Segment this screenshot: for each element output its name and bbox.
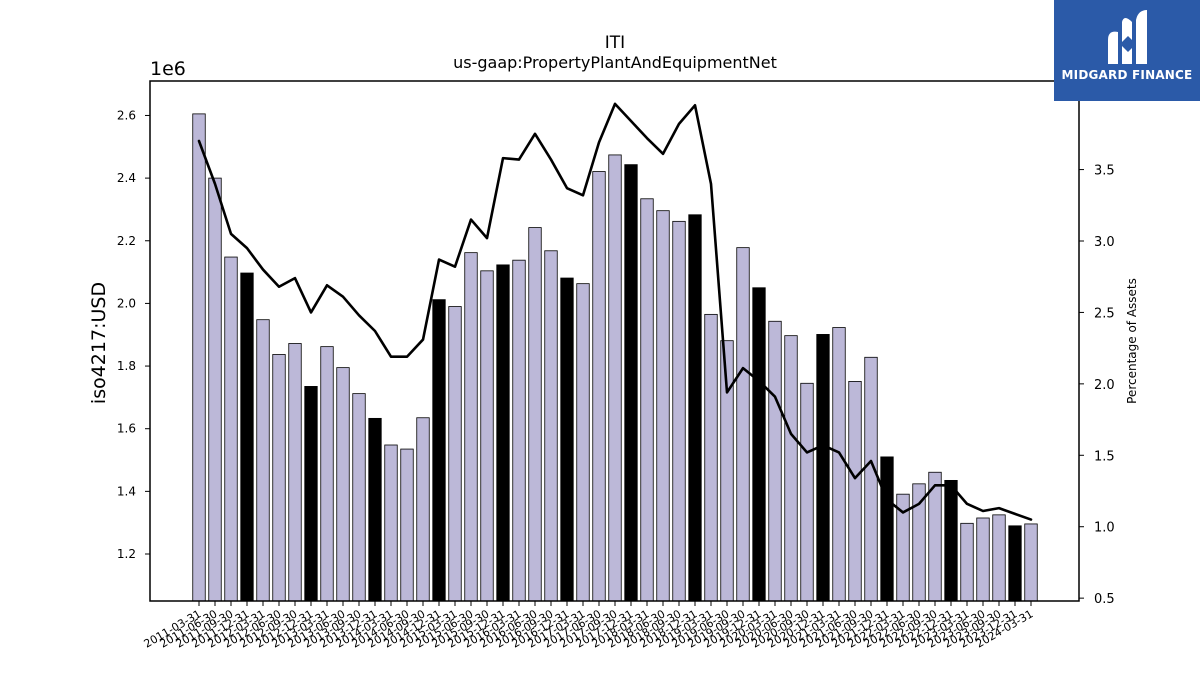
bar	[832, 327, 846, 602]
bar	[656, 210, 670, 602]
y-tick-label: 2.6	[117, 108, 136, 122]
bar	[368, 417, 382, 602]
percentage-line	[197, 102, 1033, 521]
bar	[736, 247, 750, 602]
bar	[848, 381, 862, 602]
chart-title: ITI	[605, 33, 625, 53]
bar	[944, 479, 958, 602]
bar	[816, 334, 830, 602]
bar	[864, 356, 878, 602]
bar	[880, 456, 894, 602]
bar	[640, 198, 654, 602]
bar	[688, 214, 702, 602]
bar	[800, 382, 814, 602]
y-tick-label: 1.6	[117, 422, 136, 436]
y-tick-label: 2.2	[117, 234, 136, 248]
bar	[336, 367, 350, 602]
y2-tick-label: 1.0	[1094, 521, 1115, 536]
bar	[1008, 525, 1022, 602]
bar	[912, 483, 926, 602]
bar	[496, 264, 510, 602]
bar	[704, 313, 718, 602]
bar	[320, 346, 334, 602]
y2-tick-label: 1.5	[1094, 449, 1115, 464]
bar	[416, 417, 430, 602]
bar	[672, 220, 686, 602]
bar	[256, 319, 270, 602]
logo-text: MIDGARD FINANCE	[1061, 68, 1193, 82]
bar	[752, 287, 766, 602]
bar	[480, 270, 494, 602]
bar	[768, 320, 782, 602]
bar	[624, 164, 638, 602]
bar	[432, 299, 446, 602]
bar	[784, 335, 798, 602]
bar	[976, 517, 990, 602]
bar	[544, 250, 558, 602]
y-tick-label: 1.8	[117, 359, 136, 373]
y-axis-label: iso4217:USD	[88, 282, 110, 404]
brand-logo: MIDGARD FINANCE	[1054, 0, 1200, 101]
line-group	[197, 102, 1033, 521]
bar	[400, 448, 414, 602]
bar	[464, 252, 478, 602]
bar	[592, 171, 606, 602]
y2-tick-label: 3.5	[1094, 164, 1115, 179]
bar	[224, 256, 238, 602]
y-tick-label: 1.4	[117, 484, 136, 498]
chart-subtitle: us-gaap:PropertyPlantAndEquipmentNet	[453, 53, 777, 72]
logo-mark-icon	[1108, 10, 1147, 64]
y-offset-label: 1e6	[150, 58, 186, 80]
bars-group	[192, 113, 1038, 602]
bar	[528, 227, 542, 602]
bar	[960, 522, 974, 602]
y-tick-label: 2.0	[117, 296, 136, 310]
bar	[240, 272, 254, 602]
bar	[192, 113, 206, 602]
y-tick-label: 2.4	[117, 171, 136, 185]
y2-tick-label: 3.0	[1094, 235, 1115, 250]
y2-tick-label: 0.5	[1094, 592, 1115, 607]
bar	[1024, 523, 1038, 602]
bar	[304, 386, 318, 602]
y2-tick-label: 2.5	[1094, 306, 1115, 321]
bar	[448, 306, 462, 602]
bar	[384, 444, 398, 602]
axes-group: 1.2 1.4 1.6 1.8 2.0 2.2 2.4 2.6 0.5 1.0 1.5 2.0 2.5 3…	[117, 80, 1115, 651]
bar	[608, 154, 622, 602]
bar	[992, 514, 1006, 602]
bar	[512, 259, 526, 602]
bar	[288, 343, 302, 602]
bar	[272, 354, 286, 602]
bar	[560, 277, 574, 602]
bar	[208, 177, 222, 602]
bar	[352, 393, 366, 602]
y2-axis-label: Percentage of Assets	[1125, 278, 1139, 404]
y-tick-label: 1.2	[117, 547, 136, 561]
y2-tick-label: 2.0	[1094, 378, 1115, 393]
bar	[576, 283, 590, 602]
